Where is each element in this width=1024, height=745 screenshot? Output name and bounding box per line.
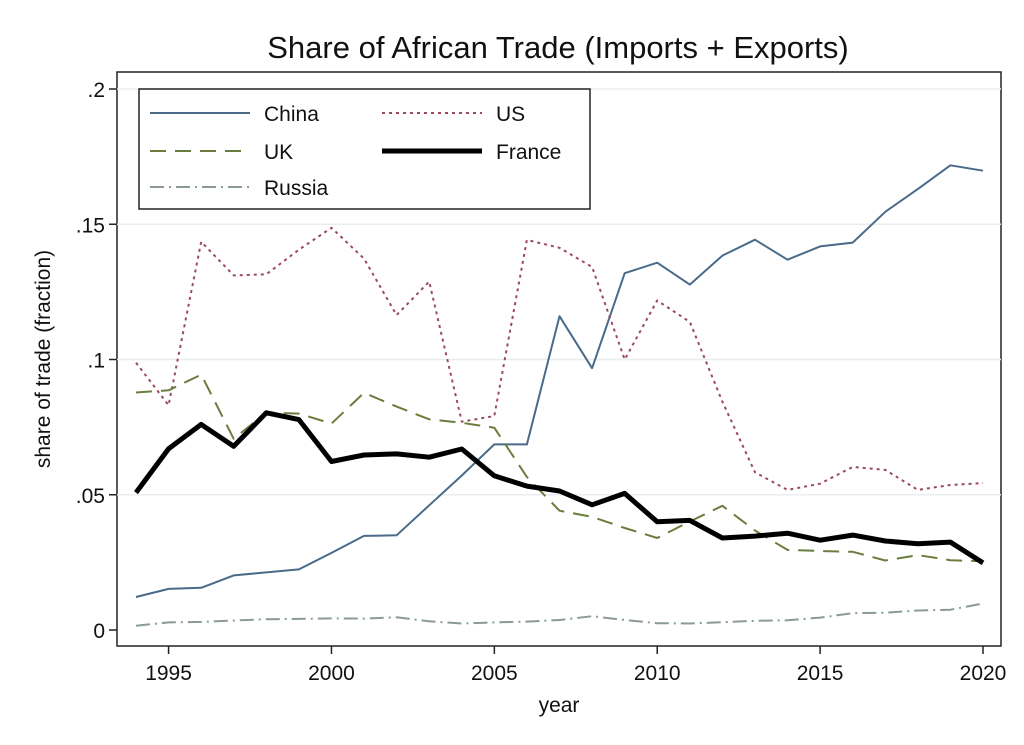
series-line-russia xyxy=(135,602,984,627)
x-tick-label: 2020 xyxy=(960,662,1007,685)
series-line-us xyxy=(135,226,984,491)
legend-label-france: France xyxy=(496,141,561,164)
legend-box xyxy=(138,88,591,210)
series-line-france xyxy=(133,410,985,566)
x-tick-label: 1995 xyxy=(145,662,192,685)
y-tick-label: 0 xyxy=(93,620,105,643)
y-axis: 0 .05 .1 .15 .2 xyxy=(76,79,117,643)
series-line-china xyxy=(135,164,984,598)
x-tick-label: 2000 xyxy=(308,662,355,685)
x-axis-label: year xyxy=(539,694,580,717)
y-tick-label: .2 xyxy=(87,79,105,102)
x-tick-label: 2005 xyxy=(471,662,518,685)
chart-title: Share of African Trade (Imports + Export… xyxy=(267,30,849,65)
y-tick-label: .1 xyxy=(87,350,105,373)
legend-label-uk: UK xyxy=(264,141,293,164)
x-tick-label: 2010 xyxy=(634,662,681,685)
series-lines xyxy=(133,164,985,627)
y-tick-label: .15 xyxy=(76,214,105,237)
legend-label-us: US xyxy=(496,103,525,126)
series-line-uk xyxy=(135,373,984,563)
y-tick-label: .05 xyxy=(76,485,105,508)
x-axis: 1995 2000 2005 2010 2015 2020 xyxy=(145,646,1006,685)
legend-label-china: China xyxy=(264,103,319,126)
legend: China US UK France Russia xyxy=(138,88,591,210)
legend-label-russia: Russia xyxy=(264,177,329,200)
y-axis-label: share of trade (fraction) xyxy=(32,250,55,468)
x-tick-label: 2015 xyxy=(797,662,844,685)
